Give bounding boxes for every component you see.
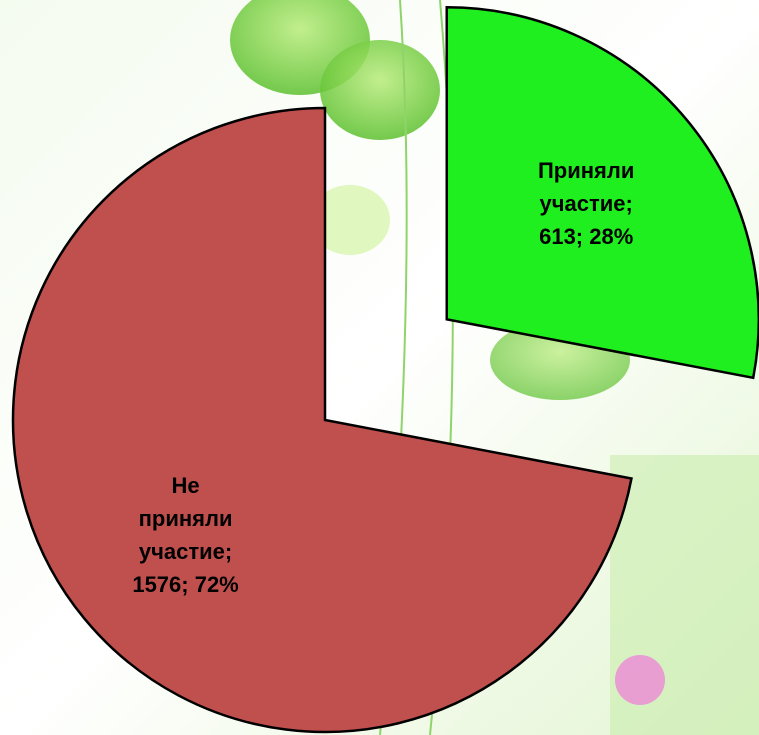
data-label: Не приняли участие; 1576; 72% (130, 469, 242, 601)
chart: Приняли участие; 613; 28% Не приняли учас… (0, 0, 759, 735)
data-label-box: Не приняли участие; 1576; 72% (96, 445, 276, 625)
data-label: Приняли участие; 613; 28% (530, 154, 642, 253)
data-label-box: Приняли участие; 613; 28% (496, 114, 676, 294)
